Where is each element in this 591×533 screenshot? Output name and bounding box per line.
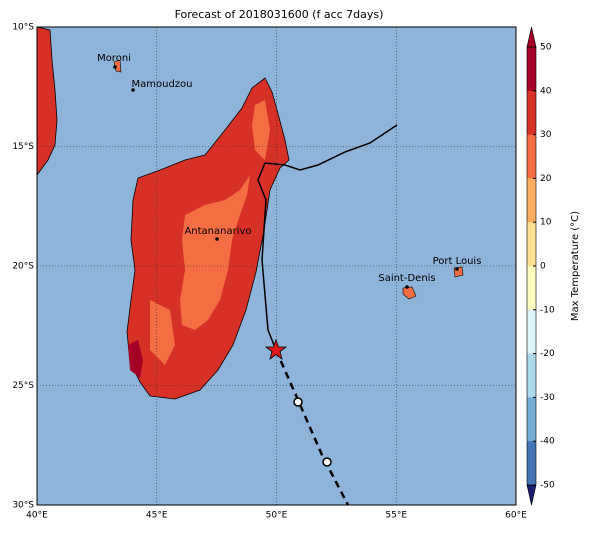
colorbar-tick-label: -50 [540,481,555,491]
city-dot [405,285,409,289]
colorbar-tick-label: 20 [540,174,552,184]
colorbar-tick-label: -10 [540,305,555,315]
observed-track [257,124,398,351]
colorbar-bin [527,397,536,442]
highland-zone [150,300,175,365]
lon-label: 45°E [146,511,168,521]
colorbar-extend [526,484,537,506]
map: Moroni Mamoudzou Antananarivo Saint-Deni… [36,26,517,506]
city-label: Saint-Denis [378,273,435,284]
colorbar-bin [527,353,536,398]
colorbar-tick-label: 10 [540,218,552,228]
city-dot [215,237,219,241]
city-label: Mamoudzou [131,79,192,90]
colorbar-bin [527,441,536,486]
colorbar: 50 40 30 20 10 0 -10 -20 -30 -40 -50 [526,26,555,506]
city-dot [113,65,117,69]
colorbar-bin [527,90,536,136]
colorbar-bin [527,266,536,311]
colorbar-tick-label: 0 [540,262,546,272]
city-label: Port Louis [433,256,482,267]
graticule [37,27,516,505]
city-dot [131,88,135,92]
colorbar-tick-label: -30 [540,393,555,403]
highland-zone [180,175,250,330]
lon-label: 40°E [26,511,48,521]
colorbar-bin [527,47,536,92]
hot-zone [128,340,143,378]
lon-label: 50°E [266,511,288,521]
highland-zone [252,100,270,160]
colorbar-bin [527,309,536,355]
colorbar-tick-label: 50 [540,43,552,53]
lat-label: 10°S [12,23,34,33]
colorbar-label: Max Temperature (°C) [570,211,581,321]
lat-label: 30°S [12,501,34,511]
lat-label: 20°S [12,262,34,272]
lat-label: 25°S [12,381,34,391]
cyclone-symbol [293,397,303,407]
colorbar-bin [527,222,536,267]
city-label: Moroni [97,53,131,64]
lon-label: 60°E [505,511,527,521]
island [402,286,417,300]
cyclone-symbol [322,457,332,467]
colorbar-tick-label: 30 [540,130,552,140]
forecast-track [274,349,350,506]
current-position [264,338,288,361]
colorbar-bin [527,178,536,223]
colorbar-tick-label: -20 [540,349,555,359]
lon-label: 55°E [385,511,407,521]
title: Forecast of 2018031600 (f acc 7days) [175,8,384,21]
colorbar-bin [527,134,536,179]
africa-coast [36,26,58,177]
lat-label: 15°S [12,142,34,152]
city-label: Antananarivo [184,226,251,237]
map-frame [36,26,517,506]
colorbar-tick-label: -40 [540,437,555,447]
colorbar-extend [526,26,537,48]
colorbar-tick-label: 40 [540,86,552,96]
city-dot [455,267,459,271]
